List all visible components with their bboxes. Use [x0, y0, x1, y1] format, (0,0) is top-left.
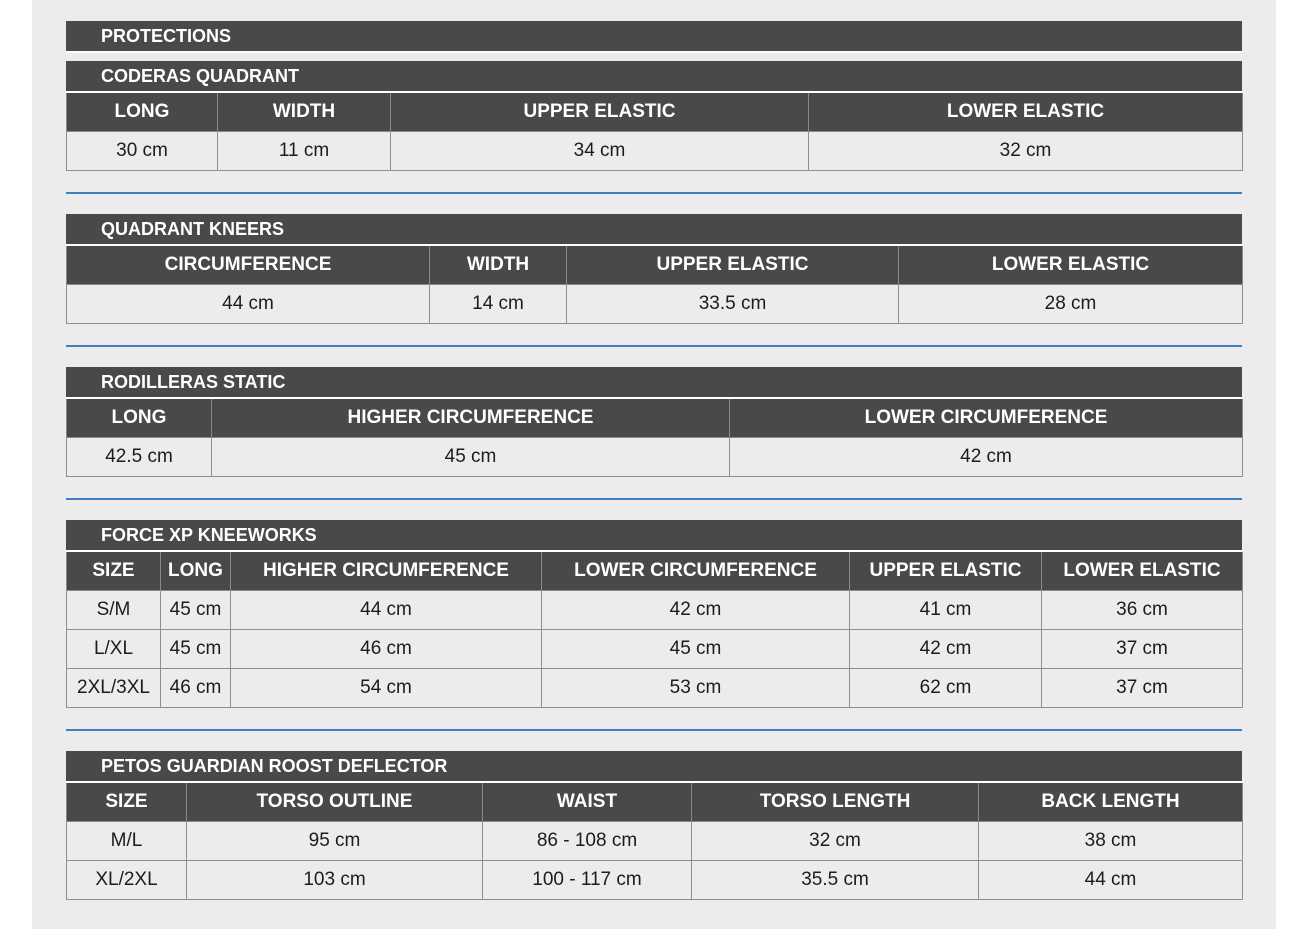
- column-header: LOWER ELASTIC: [1041, 552, 1243, 591]
- table-cell: 32 cm: [808, 131, 1243, 171]
- table-cell: 46 cm: [230, 629, 542, 669]
- column-header: LONG: [66, 399, 212, 438]
- column-header: WAIST: [482, 783, 692, 822]
- column-header: WIDTH: [217, 93, 391, 132]
- table-cell: 11 cm: [217, 131, 391, 171]
- column-header: HIGHER CIRCUMFERENCE: [211, 399, 730, 438]
- section-divider: [66, 192, 1242, 194]
- section-divider: [66, 498, 1242, 500]
- table-row: 2XL/3XL 46 cm 54 cm 53 cm 62 cm 37 cm: [66, 668, 1243, 708]
- table-title: FORCE XP KNEEWORKS: [66, 520, 1242, 552]
- table-title: PETOS GUARDIAN ROOST DEFLECTOR: [66, 751, 1242, 783]
- column-header: LOWER ELASTIC: [898, 246, 1243, 285]
- table-cell: 103 cm: [186, 860, 483, 900]
- table-cell: 34 cm: [390, 131, 809, 171]
- table-cell: 35.5 cm: [691, 860, 979, 900]
- table-cell: 14 cm: [429, 284, 567, 324]
- column-header: SIZE: [66, 783, 187, 822]
- column-header: LOWER CIRCUMFERENCE: [729, 399, 1243, 438]
- force-xp-kneeworks-section: FORCE XP KNEEWORKS SIZE LONG HIGHER CIRC…: [66, 520, 1243, 708]
- table-cell: 45 cm: [541, 629, 850, 669]
- size-table: SIZE TORSO OUTLINE WAIST TORSO LENGTH BA…: [66, 783, 1243, 900]
- column-header: HIGHER CIRCUMFERENCE: [230, 552, 542, 591]
- table-cell: 44 cm: [978, 860, 1243, 900]
- table-cell: 32 cm: [691, 821, 979, 861]
- table-row: L/XL 45 cm 46 cm 45 cm 42 cm 37 cm: [66, 629, 1243, 669]
- table-cell: 36 cm: [1041, 590, 1243, 630]
- column-header: WIDTH: [429, 246, 567, 285]
- table-cell: 45 cm: [160, 629, 231, 669]
- table-cell: M/L: [66, 821, 187, 861]
- table-title: RODILLERAS STATIC: [66, 367, 1242, 399]
- table-cell: 2XL/3XL: [66, 668, 161, 708]
- table-row: 44 cm 14 cm 33.5 cm 28 cm: [66, 284, 1243, 324]
- table-cell: 30 cm: [66, 131, 218, 171]
- column-header: UPPER ELASTIC: [849, 552, 1042, 591]
- table-title: QUADRANT KNEERS: [66, 214, 1242, 246]
- table-cell: 100 - 117 cm: [482, 860, 692, 900]
- column-header: BACK LENGTH: [978, 783, 1243, 822]
- quadrant-kneers-section: QUADRANT KNEERS CIRCUMFERENCE WIDTH UPPE…: [66, 214, 1243, 324]
- table-header-row: CIRCUMFERENCE WIDTH UPPER ELASTIC LOWER …: [66, 246, 1243, 285]
- table-cell: 54 cm: [230, 668, 542, 708]
- table-cell: XL/2XL: [66, 860, 187, 900]
- table-cell: 42 cm: [849, 629, 1042, 669]
- table-row: 30 cm 11 cm 34 cm 32 cm: [66, 131, 1243, 171]
- size-table: LONG HIGHER CIRCUMFERENCE LOWER CIRCUMFE…: [66, 399, 1243, 477]
- table-cell: 53 cm: [541, 668, 850, 708]
- table-cell: 86 - 108 cm: [482, 821, 692, 861]
- column-header: LONG: [160, 552, 231, 591]
- table-cell: 41 cm: [849, 590, 1042, 630]
- table-header-row: SIZE LONG HIGHER CIRCUMFERENCE LOWER CIR…: [66, 552, 1243, 591]
- table-cell: 37 cm: [1041, 668, 1243, 708]
- table-cell: 62 cm: [849, 668, 1042, 708]
- column-header: SIZE: [66, 552, 161, 591]
- table-cell: 44 cm: [66, 284, 430, 324]
- column-header: LOWER ELASTIC: [808, 93, 1243, 132]
- table-cell: S/M: [66, 590, 161, 630]
- table-cell: 37 cm: [1041, 629, 1243, 669]
- size-table: SIZE LONG HIGHER CIRCUMFERENCE LOWER CIR…: [66, 552, 1243, 708]
- coderas-quadrant-section: CODERAS QUADRANT LONG WIDTH UPPER ELASTI…: [66, 61, 1243, 171]
- table-cell: 38 cm: [978, 821, 1243, 861]
- column-header: TORSO LENGTH: [691, 783, 979, 822]
- column-header: LONG: [66, 93, 218, 132]
- table-row: S/M 45 cm 44 cm 42 cm 41 cm 36 cm: [66, 590, 1243, 630]
- petos-guardian-section: PETOS GUARDIAN ROOST DEFLECTOR SIZE TORS…: [66, 751, 1243, 900]
- section-divider: [66, 729, 1242, 731]
- table-cell: 42 cm: [541, 590, 850, 630]
- table-header-row: SIZE TORSO OUTLINE WAIST TORSO LENGTH BA…: [66, 783, 1243, 822]
- section-divider: [66, 345, 1242, 347]
- table-cell: 45 cm: [211, 437, 730, 477]
- table-cell: 33.5 cm: [566, 284, 899, 324]
- size-table: CIRCUMFERENCE WIDTH UPPER ELASTIC LOWER …: [66, 246, 1243, 324]
- table-row: XL/2XL 103 cm 100 - 117 cm 35.5 cm 44 cm: [66, 860, 1243, 900]
- table-header-row: LONG HIGHER CIRCUMFERENCE LOWER CIRCUMFE…: [66, 399, 1243, 438]
- column-header: LOWER CIRCUMFERENCE: [541, 552, 850, 591]
- page-title: PROTECTIONS: [66, 21, 1242, 53]
- column-header: CIRCUMFERENCE: [66, 246, 430, 285]
- table-title: CODERAS QUADRANT: [66, 61, 1242, 93]
- table-cell: 44 cm: [230, 590, 542, 630]
- rodilleras-static-section: RODILLERAS STATIC LONG HIGHER CIRCUMFERE…: [66, 367, 1243, 477]
- size-table: LONG WIDTH UPPER ELASTIC LOWER ELASTIC 3…: [66, 93, 1243, 171]
- table-row: 42.5 cm 45 cm 42 cm: [66, 437, 1243, 477]
- table-row: M/L 95 cm 86 - 108 cm 32 cm 38 cm: [66, 821, 1243, 861]
- table-cell: 45 cm: [160, 590, 231, 630]
- table-cell: 42.5 cm: [66, 437, 212, 477]
- table-header-row: LONG WIDTH UPPER ELASTIC LOWER ELASTIC: [66, 93, 1243, 132]
- table-cell: 42 cm: [729, 437, 1243, 477]
- column-header: UPPER ELASTIC: [566, 246, 899, 285]
- column-header: UPPER ELASTIC: [390, 93, 809, 132]
- column-header: TORSO OUTLINE: [186, 783, 483, 822]
- table-cell: 28 cm: [898, 284, 1243, 324]
- size-chart-panel: PROTECTIONS CODERAS QUADRANT LONG WIDTH …: [32, 0, 1276, 929]
- table-cell: 46 cm: [160, 668, 231, 708]
- size-chart-content: PROTECTIONS CODERAS QUADRANT LONG WIDTH …: [66, 21, 1243, 900]
- table-cell: 95 cm: [186, 821, 483, 861]
- table-cell: L/XL: [66, 629, 161, 669]
